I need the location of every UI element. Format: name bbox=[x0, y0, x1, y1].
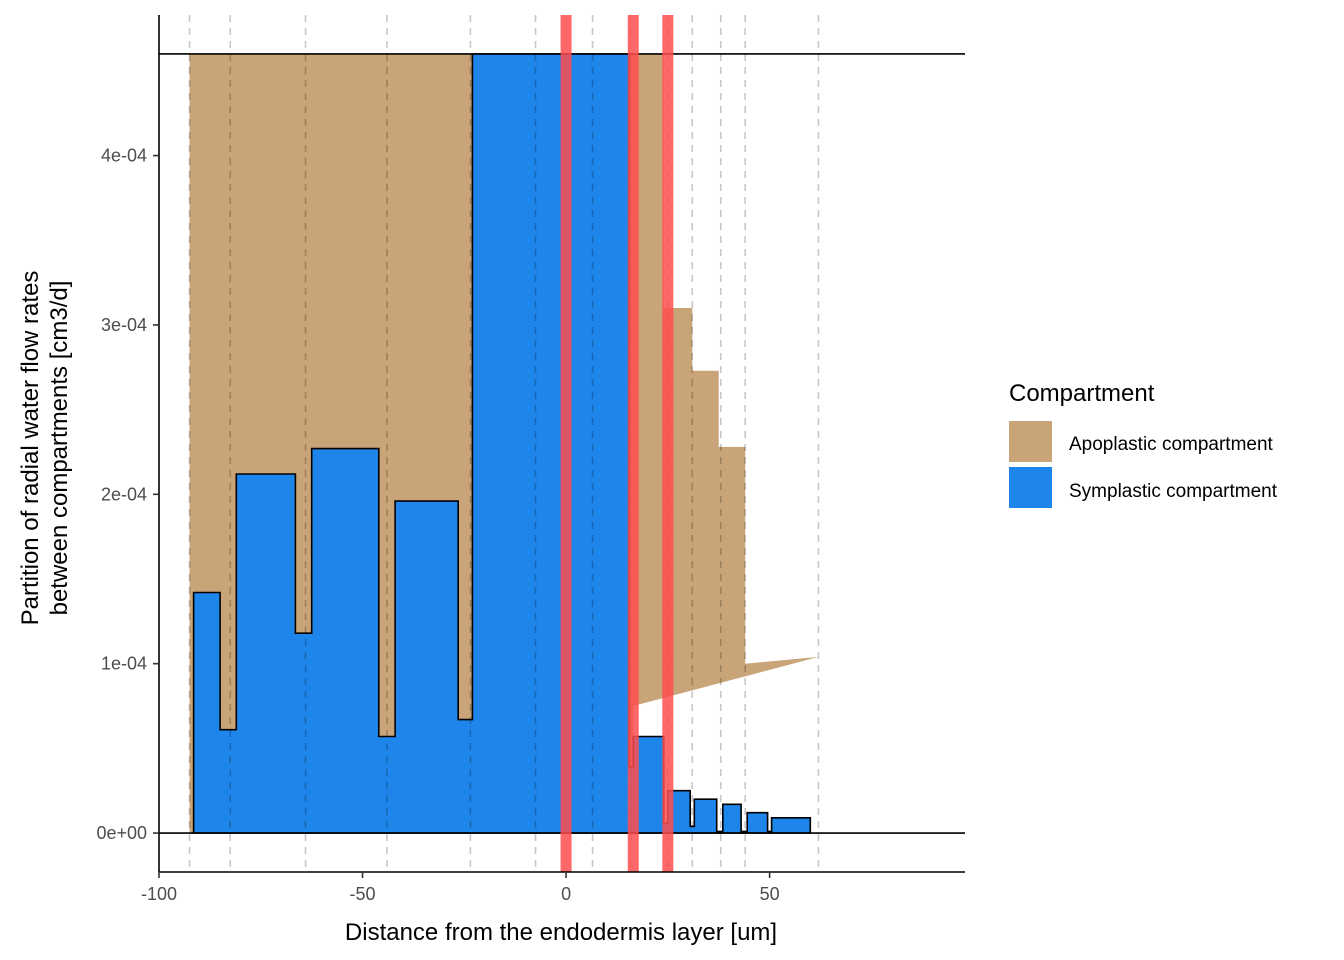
legend-label-apoplastic: Apoplastic compartment bbox=[1069, 434, 1274, 455]
axis-ticks: -100 -50 0 50 0e+00 1e-04 2e-04 3e-04 4e-04 bbox=[96, 146, 779, 904]
x-tick-label-3: 50 bbox=[760, 884, 780, 904]
y-tick-label-1: 1e-04 bbox=[101, 654, 147, 674]
x-axis-title: Distance from the endodermis layer [um] bbox=[345, 919, 777, 946]
x-tick-label-0: -100 bbox=[141, 884, 177, 904]
y-axis-title-line-2: between compartments [cm3/d] bbox=[46, 281, 73, 616]
y-tick-label-4: 4e-04 bbox=[101, 146, 147, 166]
legend-swatch-apoplastic bbox=[1009, 421, 1052, 462]
x-tick-label-1: -50 bbox=[350, 884, 376, 904]
axes bbox=[158, 15, 965, 873]
x-tick-label-2: 0 bbox=[561, 884, 571, 904]
highlight-lines bbox=[560, 15, 674, 872]
y-axis-title-line-1: Partition of radial water flow rates bbox=[17, 271, 44, 626]
legend-label-symplastic: Symplastic compartment bbox=[1069, 481, 1278, 502]
legend-title: Compartment bbox=[1009, 380, 1155, 407]
legend-swatch-symplastic bbox=[1009, 467, 1052, 508]
y-tick-label-3: 3e-04 bbox=[101, 315, 147, 335]
y-tick-label-0: 0e+00 bbox=[96, 823, 147, 843]
y-tick-label-2: 2e-04 bbox=[101, 484, 147, 504]
legend: Compartment Apoplastic compartment Sympl… bbox=[1009, 380, 1278, 508]
